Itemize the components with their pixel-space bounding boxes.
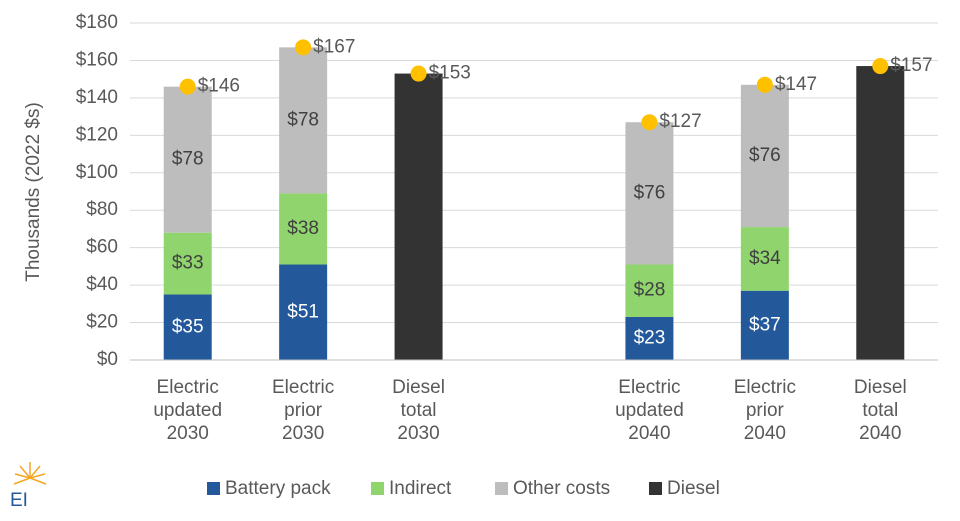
- legend-label: Other costs: [513, 478, 610, 499]
- y-tick-label: $140: [76, 87, 118, 108]
- bar-segment: [279, 193, 328, 265]
- data-label: $34: [749, 248, 781, 269]
- legend-swatch: [649, 482, 662, 495]
- bar-segment: [625, 122, 674, 265]
- y-tick-label: $120: [76, 124, 118, 145]
- data-label: $76: [749, 145, 781, 166]
- total-label: $167: [313, 36, 355, 57]
- bar-segment: [740, 290, 789, 360]
- y-tick-label: $80: [86, 199, 118, 220]
- bar-segment: [394, 73, 443, 361]
- bar-segment: [856, 66, 905, 361]
- bar-segment: [163, 232, 212, 295]
- total-marker: [641, 114, 658, 131]
- legend-swatch: [495, 482, 508, 495]
- total-label: $127: [659, 111, 701, 132]
- total-marker: [295, 39, 312, 56]
- legend-label: Indirect: [389, 478, 452, 499]
- data-label: $76: [634, 182, 666, 203]
- data-label: $23: [634, 327, 666, 348]
- bar-segment: [625, 264, 674, 317]
- bar-segment: [163, 86, 212, 233]
- x-tick-label: Electric updated 2030: [153, 377, 223, 444]
- y-tick-label: $100: [76, 162, 118, 183]
- total-marker: [410, 65, 427, 82]
- data-label: $51: [287, 301, 319, 322]
- logo: EI: [10, 462, 47, 511]
- total-label: $153: [429, 63, 471, 84]
- legend-label: Diesel: [667, 478, 720, 499]
- data-label: $78: [287, 109, 319, 130]
- legend-swatch: [207, 482, 220, 495]
- y-axis-title: Thousands (2022 $s): [23, 102, 44, 282]
- total-label: $147: [775, 74, 817, 95]
- total-label: $157: [890, 55, 932, 76]
- y-tick-label: $160: [76, 49, 118, 70]
- bar-segment: [625, 316, 674, 360]
- bar-segment: [163, 294, 212, 360]
- bar-segment: [279, 47, 328, 194]
- data-label: $33: [172, 253, 204, 274]
- data-label: $28: [634, 280, 666, 301]
- data-label: $35: [172, 316, 204, 337]
- y-tick-label: $60: [86, 237, 118, 258]
- y-tick-label: $40: [86, 274, 118, 295]
- x-tick-label: Electric updated 2040: [615, 377, 684, 444]
- data-label: $38: [287, 218, 319, 239]
- data-label: $37: [749, 314, 781, 335]
- bar-segment: [279, 264, 328, 360]
- logo-text: EI: [10, 490, 28, 511]
- y-tick-label: $0: [97, 349, 118, 370]
- x-tick-label: Electric prior 2030: [271, 377, 335, 444]
- x-tick-label: Electric prior 2040: [733, 377, 796, 444]
- total-marker: [179, 78, 196, 95]
- x-tick-label: Diesel total 2040: [853, 377, 907, 444]
- legend-label: Battery pack: [225, 478, 331, 499]
- data-label: $78: [172, 149, 204, 170]
- x-tick-label: Diesel total 2030: [392, 377, 445, 444]
- total-marker: [872, 58, 889, 75]
- total-marker: [756, 76, 773, 93]
- y-tick-label: $180: [76, 12, 118, 33]
- bar-segment: [740, 227, 789, 291]
- legend-swatch: [371, 482, 384, 495]
- y-tick-label: $20: [86, 312, 118, 333]
- total-label: $146: [198, 76, 240, 97]
- bar-segment: [740, 84, 789, 228]
